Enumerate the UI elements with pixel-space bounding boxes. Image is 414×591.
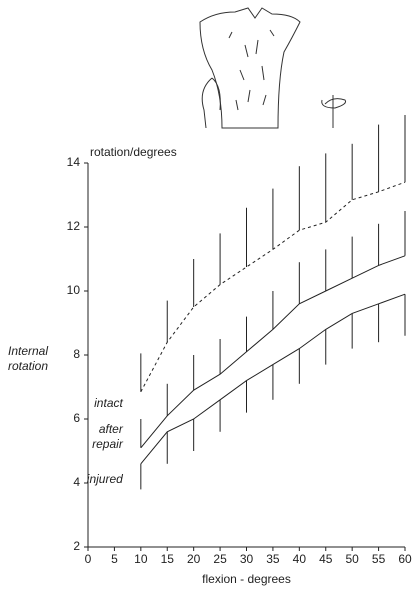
y-tick-label: 10 bbox=[67, 283, 81, 297]
y-tick-label: 8 bbox=[73, 347, 80, 361]
series-label: intact bbox=[83, 396, 123, 411]
x-tick-label: 55 bbox=[372, 552, 386, 566]
bone-illustration bbox=[200, 8, 346, 128]
y-axis-top-label: rotation/degrees bbox=[90, 145, 177, 159]
series-label: after repair bbox=[83, 422, 123, 452]
chart: 2 4 6 8 10 12 14 0 5 10 15 20 25 30 35 40 45 50 55 60 rotati… bbox=[0, 0, 414, 591]
x-tick-label: 45 bbox=[319, 552, 333, 566]
x-tick-label: 30 bbox=[240, 552, 254, 566]
y-tick-label: 14 bbox=[67, 155, 81, 169]
x-tick-label: 15 bbox=[161, 552, 175, 566]
x-tick-label: 40 bbox=[293, 552, 307, 566]
y-tick-label: 12 bbox=[67, 219, 81, 233]
series-line bbox=[141, 256, 405, 448]
x-tick-label: 20 bbox=[187, 552, 201, 566]
x-tick-label: 60 bbox=[398, 552, 412, 566]
y-tick-label: 4 bbox=[73, 475, 80, 489]
y-tick-label: 6 bbox=[73, 411, 80, 425]
chart-svg: 2 4 6 8 10 12 14 0 5 10 15 20 25 30 35 40 45 50 55 60 rotati… bbox=[0, 0, 414, 591]
x-tick-label: 10 bbox=[134, 552, 148, 566]
x-tick-label: 35 bbox=[266, 552, 280, 566]
x-tick-label: 50 bbox=[345, 552, 359, 566]
y-tick-label: 2 bbox=[73, 539, 80, 553]
series-label: injured bbox=[83, 472, 123, 487]
x-axis-label: flexion - degrees bbox=[202, 572, 291, 586]
x-tick-label: 5 bbox=[111, 552, 118, 566]
x-tick-label: 0 bbox=[85, 552, 92, 566]
y-axis-label: Internal rotation bbox=[8, 344, 68, 374]
x-tick-label: 25 bbox=[213, 552, 227, 566]
